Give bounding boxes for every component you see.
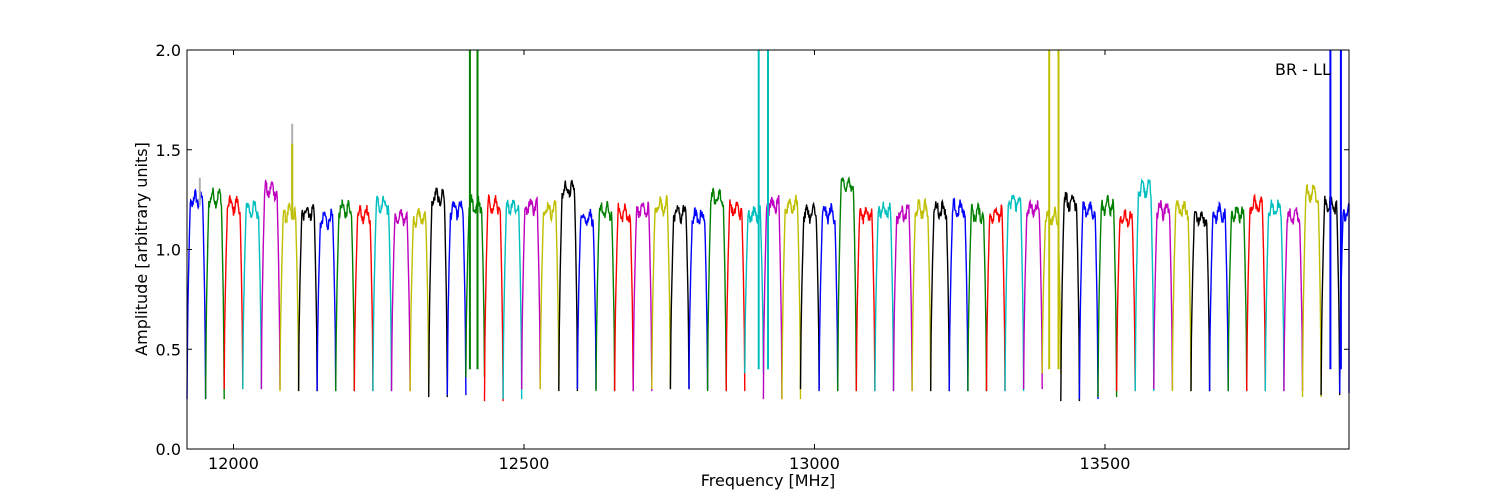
channel-line: [1264, 199, 1285, 392]
channel-line: [632, 201, 653, 392]
channel-line: [1022, 198, 1043, 390]
channel-line: [316, 208, 337, 392]
channel-line: [1115, 209, 1136, 392]
channel-line: [781, 194, 802, 400]
channel-line: [725, 199, 746, 392]
y-tick-label: 1.0: [156, 241, 181, 260]
channel-line: [521, 195, 541, 390]
channel-line: [279, 202, 300, 392]
channel-line: [1190, 210, 1211, 392]
channel-line: [446, 200, 467, 396]
channel-line: [539, 200, 560, 390]
ticks-layer: 12000 12500 13000 13500 0.0 0.5 1.0 1.5 2.0: [156, 41, 1349, 473]
channel-line: [688, 207, 709, 390]
x-tick-label: 13000: [789, 454, 840, 473]
channel-line: [1097, 194, 1118, 398]
channel-line: [1078, 201, 1099, 400]
channel-line: [762, 195, 783, 400]
channel-line: [911, 197, 932, 392]
channel-line: [409, 207, 430, 392]
channel-line: [948, 197, 969, 392]
channel-line: [1004, 194, 1025, 392]
y-tick-label: 0.5: [156, 340, 181, 359]
channel-line: [706, 187, 727, 392]
channel-line: [1283, 207, 1304, 392]
channel-line: [595, 200, 616, 392]
channel-line: [1060, 191, 1081, 402]
channel-line: [186, 188, 207, 400]
channel-line: [892, 203, 913, 392]
channel-line: [428, 187, 448, 398]
channel-line: [967, 201, 988, 392]
series-layer: [186, 50, 1350, 402]
channel-line: [669, 205, 690, 390]
y-tick-label: 0.0: [156, 440, 181, 459]
x-tick-label: 13500: [1080, 454, 1131, 473]
channel-line: [1246, 193, 1266, 392]
channel-line: [223, 195, 244, 390]
channel-line: [930, 198, 950, 392]
x-tick-label: 12000: [208, 454, 259, 473]
channel-line: [1208, 201, 1229, 392]
channel-line: [985, 204, 1006, 392]
channel-line: [502, 199, 523, 400]
channel-line: [204, 187, 225, 400]
channel-line: [818, 203, 839, 392]
channel-line: [260, 179, 281, 390]
channel-line: [242, 200, 263, 390]
chart-annotation: BR - LL: [1275, 60, 1331, 79]
channel-line: [335, 199, 355, 392]
channel-line: [558, 179, 579, 392]
channel-line: [483, 193, 504, 402]
channel-line: [372, 195, 393, 392]
channel-line: [576, 208, 597, 390]
channel-line: [651, 195, 672, 390]
channel-line: [874, 201, 895, 392]
channel-line: [613, 202, 634, 392]
channel-line: [1171, 199, 1192, 392]
y-tick-label: 2.0: [156, 41, 181, 60]
y-axis-label: Amplitude [arbitrary units]: [132, 142, 151, 356]
channel-line: [1134, 177, 1155, 392]
channel-line: [390, 209, 411, 392]
channel-line: [855, 206, 876, 392]
channel-line: [1301, 183, 1322, 398]
channel-line: [799, 201, 820, 390]
channel-line: [353, 204, 374, 392]
channel-line: [297, 204, 318, 392]
channel-line: [1227, 206, 1248, 392]
channel-line: [1153, 200, 1174, 390]
channel-line: [837, 175, 857, 392]
channel-line: [744, 205, 765, 374]
x-axis-label: Frequency [MHz]: [701, 471, 835, 490]
y-tick-label: 1.5: [156, 141, 181, 160]
x-tick-label: 12500: [499, 454, 550, 473]
